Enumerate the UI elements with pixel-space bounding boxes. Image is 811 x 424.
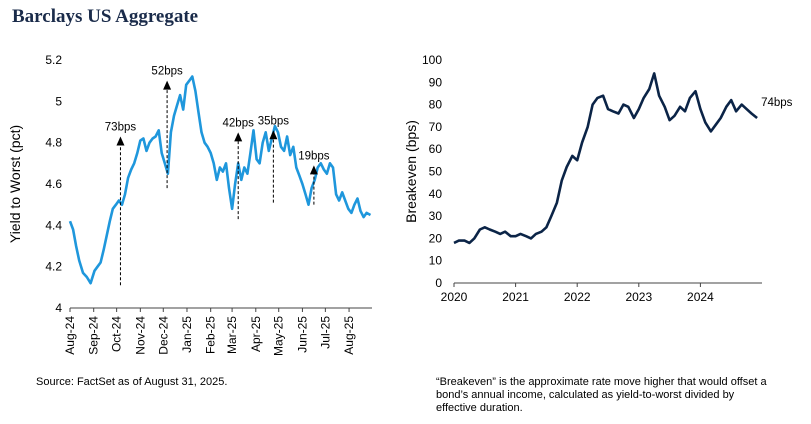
y-tick-label: 0	[435, 276, 442, 290]
annotation-arrowhead	[234, 132, 243, 142]
y-tick-label: 5.2	[45, 53, 62, 67]
y-tick-label: 40	[429, 187, 443, 201]
annotation-label: 42bps	[223, 117, 255, 129]
x-tick-label: Mar-25	[225, 316, 239, 354]
y-axis-label: Yield to Worst (pct)	[7, 125, 23, 243]
x-tick-label: Jan-25	[180, 316, 194, 353]
y-tick-label: 20	[429, 231, 443, 245]
y-tick-label: 4.4	[45, 218, 62, 232]
y-tick-label: 50	[429, 165, 443, 179]
annotation-arrowhead	[309, 165, 318, 175]
y-tick-label: 10	[429, 254, 443, 268]
y-tick-label: 70	[429, 120, 443, 134]
annotation-arrowhead	[269, 130, 278, 140]
annotation-label: 52bps	[151, 66, 183, 78]
x-tick-label: May-25	[272, 316, 286, 356]
y-tick-label: 4.2	[45, 260, 62, 274]
x-tick-label: 2023	[625, 290, 652, 304]
x-tick-label: 2024	[687, 290, 714, 304]
y-axis-label: Breakeven (bps)	[403, 120, 419, 223]
x-tick-label: 2022	[564, 290, 591, 304]
x-tick-label: Aug-24	[63, 316, 77, 355]
x-tick-label: Jun-25	[295, 316, 309, 353]
annotation-arrowhead	[163, 80, 172, 90]
source-note: Source: FactSet as of August 31, 2025.	[36, 376, 228, 388]
x-tick-label: Oct-24	[110, 316, 124, 352]
yield-series-line	[68, 75, 372, 285]
y-tick-label: 4.6	[45, 177, 62, 191]
annotation-label: 19bps	[298, 150, 330, 162]
x-tick-label: Nov-24	[133, 316, 147, 355]
breakeven-footnote: “Breakeven” is the approximate rate move…	[436, 376, 767, 414]
breakeven-chart: 0 10 20 30 40 50 60 70 80 90 100 2020 2021 2022 2023 20…	[403, 53, 793, 304]
page-title: Barclays US Aggregate	[12, 6, 199, 27]
x-tick-label: Jul-25	[318, 316, 332, 349]
x-tick-label: Sep-24	[87, 316, 101, 355]
y-tick-label: 90	[429, 75, 443, 89]
y-tick-label: 100	[422, 53, 442, 67]
x-tick-label: Dec-24	[156, 316, 170, 355]
annotation-label: 73bps	[105, 121, 137, 133]
x-tick-label: Apr-25	[249, 316, 263, 352]
yield-to-worst-chart: 4 4.2 4.4 4.6 4.8 5 5.2 Aug-24 Sep-24 Oct-24 Nov-2…	[7, 53, 372, 356]
x-tick-label: Aug-25	[342, 316, 356, 355]
y-tick-label: 30	[429, 209, 443, 223]
x-tick-label: Feb-25	[204, 316, 218, 354]
annotation-label: 74bps	[761, 97, 793, 109]
y-tick-label: 5	[55, 94, 62, 108]
y-tick-label: 4.8	[45, 136, 62, 150]
y-tick-label: 60	[429, 142, 443, 156]
x-tick-label: 2021	[502, 290, 529, 304]
y-tick-label: 80	[429, 98, 443, 112]
annotation-arrowhead	[116, 136, 125, 146]
x-tick-label: 2020	[441, 290, 468, 304]
y-tick-label: 4	[55, 301, 62, 315]
breakeven-series-line	[453, 72, 758, 245]
annotation-label: 35bps	[258, 115, 290, 127]
